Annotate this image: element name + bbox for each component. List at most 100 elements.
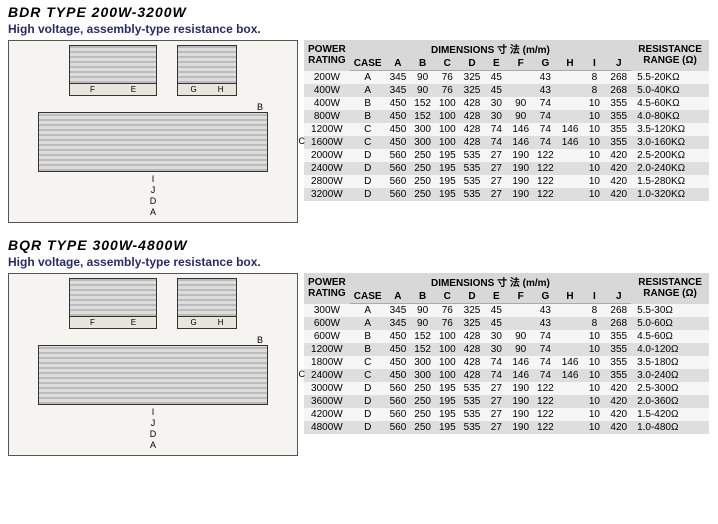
cell-dim-f: 190 (508, 395, 533, 408)
cell-dim-g: 74 (533, 330, 558, 343)
cell-power: 3200W (304, 188, 350, 201)
cell-dim-d: 535 (460, 188, 485, 201)
cell-dim-a: 560 (386, 382, 411, 395)
cell-dim-f: 90 (508, 110, 533, 123)
diagram-column: FEGHBCIJDA (8, 273, 298, 456)
table-row: 2800WD56025019553527190122104201.5-280KΩ (304, 175, 709, 188)
section-subtitle: High voltage, assembly-type resistance b… (8, 255, 710, 269)
cell-power: 1200W (304, 123, 350, 136)
cell-dim-b: 250 (410, 149, 435, 162)
cell-dim-e: 45 (484, 71, 508, 85)
dim-label-i: I (13, 174, 293, 185)
cell-dim-d: 428 (460, 369, 485, 382)
header-dim-f: F (508, 290, 533, 304)
cell-dim-i: 10 (582, 343, 606, 356)
cell-dim-d: 325 (460, 317, 485, 330)
table-row: 600WA3459076325454382685.0-60Ω (304, 317, 709, 330)
section-title: BDR TYPE 200W-3200W (8, 4, 710, 20)
cell-dim-e: 45 (484, 84, 508, 97)
cell-dim-i: 10 (582, 123, 606, 136)
cell-dim-g: 74 (533, 343, 558, 356)
dim-label-a: A (13, 440, 293, 451)
cell-dim-b: 152 (410, 330, 435, 343)
header-dim-e: E (484, 290, 508, 304)
cell-dim-i: 10 (582, 369, 606, 382)
cell-dim-a: 450 (386, 369, 411, 382)
cell-dim-h (558, 110, 583, 123)
cell-dim-d: 535 (460, 421, 485, 434)
header-range: RESISTANCERANGE (Ω) (631, 273, 709, 304)
cell-dim-i: 10 (582, 356, 606, 369)
cell-dim-c: 100 (435, 369, 460, 382)
cell-dim-i: 8 (582, 317, 606, 330)
header-power: POWERRATING (304, 40, 350, 71)
cell-dim-f: 190 (508, 188, 533, 201)
cell-dim-i: 10 (582, 421, 606, 434)
side-view: BCIJDA (13, 335, 293, 451)
cell-dim-c: 100 (435, 110, 460, 123)
cell-dim-f: 146 (508, 136, 533, 149)
cell-dim-e: 27 (484, 395, 508, 408)
cell-range: 4.0-120Ω (631, 343, 709, 356)
table-row: 400WB450152100428309074103554.5-60KΩ (304, 97, 709, 110)
diagram-box: FEGHBCIJDA (8, 40, 298, 223)
cell-range: 3.0-160KΩ (631, 136, 709, 149)
cell-dim-e: 30 (484, 110, 508, 123)
cell-dim-j: 268 (606, 71, 631, 85)
header-dim-h: H (558, 57, 583, 71)
cell-dim-j: 268 (606, 84, 631, 97)
cell-dim-c: 100 (435, 330, 460, 343)
header-dim-c: C (435, 57, 460, 71)
cell-dim-c: 195 (435, 421, 460, 434)
cell-power: 1600W (304, 136, 350, 149)
table-row: 4800WD56025019553527190122104201.0-480Ω (304, 421, 709, 434)
dim-label-c: C (299, 369, 306, 379)
header-dim-c: C (435, 290, 460, 304)
header-dimensions: DIMENSIONS 寸 法 (m/m) (350, 40, 631, 57)
table-row: 1800WC4503001004287414674146103553.5-180… (304, 356, 709, 369)
header-dim-b: B (410, 290, 435, 304)
cell-range: 4.0-80KΩ (631, 110, 709, 123)
cell-dim-i: 8 (582, 84, 606, 97)
cell-dim-d: 428 (460, 136, 485, 149)
table-row: 300WA3459076325454382685.5-30Ω (304, 304, 709, 318)
cell-dim-g: 122 (533, 162, 558, 175)
cell-dim-a: 345 (386, 71, 411, 85)
cell-case: A (350, 71, 386, 85)
cell-dim-g: 122 (533, 188, 558, 201)
cell-case: D (350, 421, 386, 434)
cell-dim-b: 250 (410, 188, 435, 201)
section-subtitle: High voltage, assembly-type resistance b… (8, 22, 710, 36)
cell-dim-e: 27 (484, 162, 508, 175)
dim-label-e: E (131, 85, 136, 94)
cell-power: 4200W (304, 408, 350, 421)
cell-case: D (350, 382, 386, 395)
cell-dim-h (558, 149, 583, 162)
table-row: 2400WC4503001004287414674146103553.0-240… (304, 369, 709, 382)
header-dim-b: B (410, 57, 435, 71)
cell-dim-d: 535 (460, 162, 485, 175)
cell-dim-g: 74 (533, 123, 558, 136)
cell-dim-d: 428 (460, 356, 485, 369)
cell-dim-f (508, 84, 533, 97)
unit-top-1: GH (177, 278, 237, 329)
cell-range: 1.5-420Ω (631, 408, 709, 421)
cell-dim-d: 428 (460, 123, 485, 136)
cell-dim-d: 428 (460, 110, 485, 123)
cell-dim-h (558, 304, 583, 318)
cell-dim-a: 450 (386, 356, 411, 369)
cell-dim-j: 420 (606, 188, 631, 201)
cell-dim-e: 27 (484, 382, 508, 395)
cell-dim-j: 355 (606, 97, 631, 110)
cell-dim-e: 74 (484, 369, 508, 382)
cell-dim-c: 100 (435, 136, 460, 149)
cell-dim-b: 300 (410, 356, 435, 369)
dim-label-g: G (190, 318, 196, 327)
table-row: 3200WD56025019553527190122104201.0-320KΩ (304, 188, 709, 201)
cell-dim-e: 30 (484, 330, 508, 343)
table-row: 200WA3459076325454382685.5-20KΩ (304, 71, 709, 85)
table-row: 3000WD56025019553527190122104202.5-300Ω (304, 382, 709, 395)
cell-power: 600W (304, 330, 350, 343)
cell-dim-d: 325 (460, 71, 485, 85)
cell-dim-i: 10 (582, 330, 606, 343)
